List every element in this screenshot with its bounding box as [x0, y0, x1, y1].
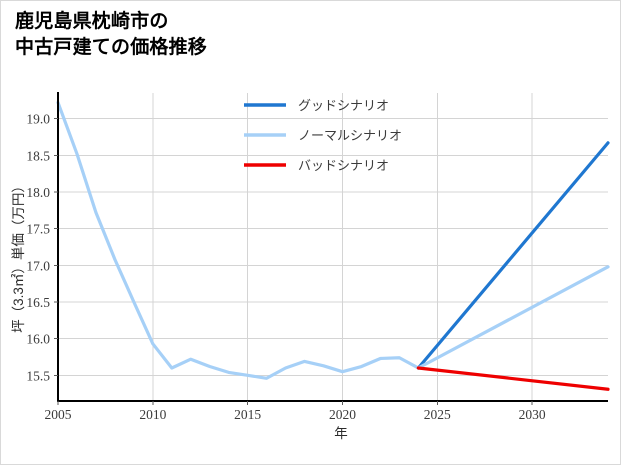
- y-axis-ticks: 19.0 18.5 18.0 17.5 17.0 16.5 16.0 15.5: [26, 112, 58, 383]
- legend-label-バッドシナリオ: バッドシナリオ: [298, 158, 389, 173]
- x-axis-ticks: 2005 2010 2015 2020 2025 2030: [45, 401, 546, 422]
- legend-label-グッドシナリオ: グッドシナリオ: [298, 98, 389, 113]
- y-tick-label: 18.5: [26, 148, 50, 163]
- y-tick-label: 16.5: [26, 295, 50, 310]
- x-tick-label: 2025: [424, 407, 451, 422]
- series-line-グッドシナリオ: [416, 141, 610, 370]
- series-line-バッドシナリオ: [416, 366, 610, 391]
- series-line-ノーマルシナリオ: [56, 100, 610, 380]
- y-tick-label: 16.0: [26, 332, 50, 347]
- y-tick-label: 19.0: [26, 112, 50, 127]
- y-tick-label: 17.5: [26, 222, 50, 237]
- chart-title: 鹿児島県枕崎市の 中古戸建ての価格推移: [15, 11, 208, 59]
- y-tick-label: 17.0: [26, 258, 50, 273]
- gridlines-group: [57, 93, 608, 401]
- x-tick-label: 2005: [45, 407, 72, 422]
- legend-label-ノーマルシナリオ: ノーマルシナリオ: [298, 128, 402, 143]
- x-tick-label: 2010: [139, 407, 166, 422]
- y-tick-label: 18.0: [26, 185, 50, 200]
- x-tick-label: 2020: [329, 407, 356, 422]
- x-tick-label: 2015: [234, 407, 261, 422]
- axis-spines: [56, 92, 608, 403]
- series-group: [56, 100, 610, 391]
- x-tick-label: 2030: [519, 407, 546, 422]
- y-axis-title: 坪（3.3㎡）単価（万円）: [11, 179, 26, 333]
- x-axis-title: 年: [334, 426, 348, 441]
- y-tick-label: 15.5: [26, 368, 50, 383]
